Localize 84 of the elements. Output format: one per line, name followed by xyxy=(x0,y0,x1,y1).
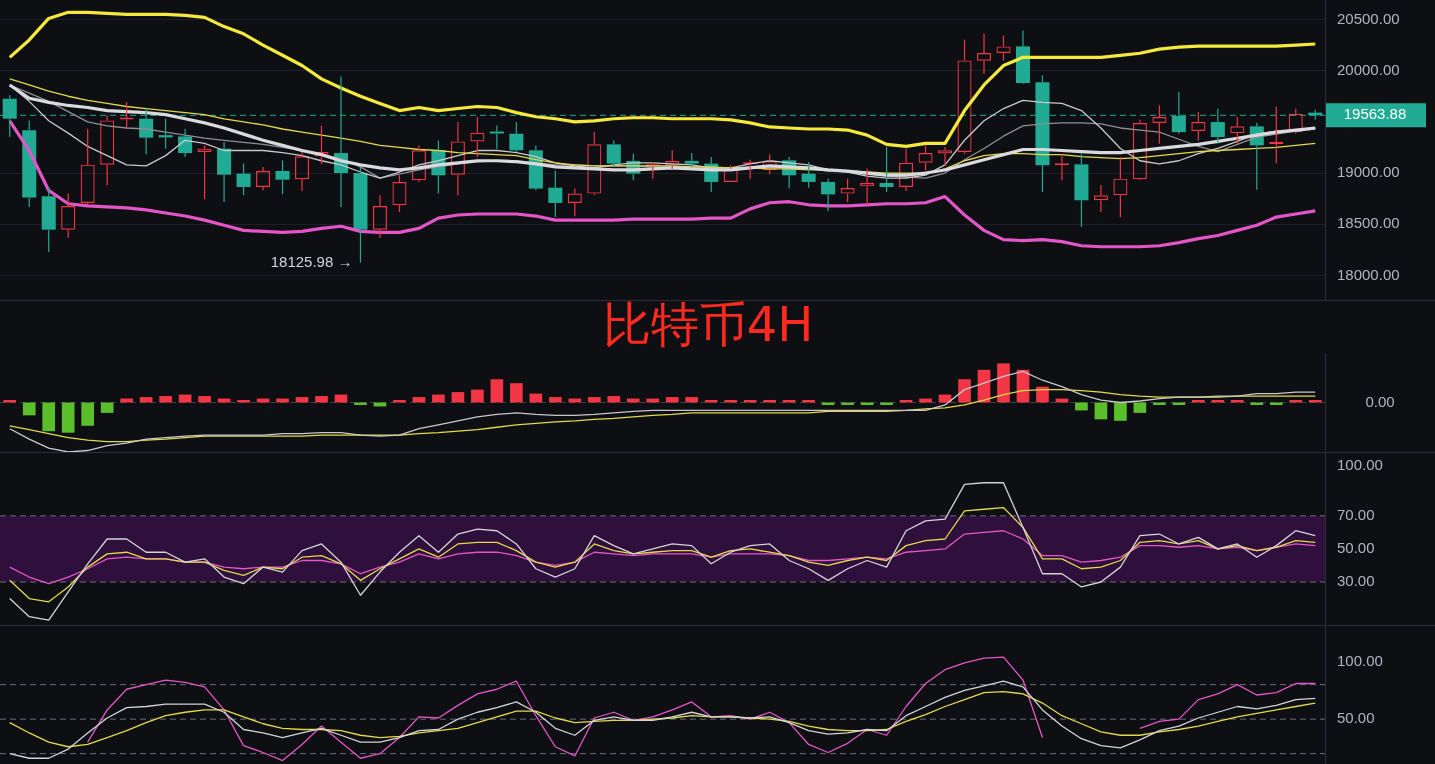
bar xyxy=(432,394,445,403)
candlestick xyxy=(217,141,232,203)
candlestick xyxy=(41,186,56,253)
bar xyxy=(704,400,718,403)
bar xyxy=(510,383,523,403)
bar xyxy=(607,396,621,403)
ref-line-label: 0.00 xyxy=(1365,392,1395,410)
bar xyxy=(626,398,640,403)
bar xyxy=(22,402,36,416)
bar xyxy=(899,400,913,403)
bar xyxy=(276,398,289,403)
bar xyxy=(568,398,582,403)
y-tick-label: 30.00 xyxy=(1337,572,1375,590)
bar xyxy=(256,398,270,403)
candlestick xyxy=(353,166,368,264)
bar xyxy=(1114,402,1127,421)
bar xyxy=(100,402,114,413)
bar xyxy=(665,397,679,403)
bar xyxy=(724,400,738,403)
bar xyxy=(451,392,465,403)
y-tick-label: 70.00 xyxy=(1337,505,1375,523)
bar xyxy=(471,389,484,403)
bar xyxy=(1308,400,1322,403)
bar xyxy=(1133,402,1147,413)
bar xyxy=(549,397,562,403)
y-tick-label: 50.00 xyxy=(1337,709,1375,727)
bar xyxy=(217,398,231,403)
bar xyxy=(178,394,192,403)
bar xyxy=(1036,386,1049,403)
bar xyxy=(139,397,153,403)
candlestick xyxy=(22,119,37,208)
bar xyxy=(237,400,250,403)
y-tick-label: 18500.00 xyxy=(1337,214,1400,232)
bar xyxy=(782,400,796,403)
bar xyxy=(393,400,406,403)
bar xyxy=(802,400,815,403)
bar xyxy=(1289,400,1303,403)
candlestick xyxy=(275,159,290,195)
y-tick-label: 50.00 xyxy=(1337,539,1375,557)
bar xyxy=(646,398,660,403)
bar xyxy=(81,402,95,426)
bar xyxy=(763,400,776,403)
candlestick xyxy=(1015,29,1030,84)
candlestick xyxy=(821,178,836,212)
bar xyxy=(159,396,172,403)
bar xyxy=(1055,398,1069,403)
bar xyxy=(1230,400,1244,403)
bar xyxy=(42,402,56,432)
bar xyxy=(198,396,211,403)
candlestick xyxy=(489,124,504,150)
bar xyxy=(295,397,309,403)
bar xyxy=(490,379,504,403)
y-tick-label: 20500.00 xyxy=(1337,9,1400,27)
bar xyxy=(529,393,543,403)
y-tick-label: 18000.00 xyxy=(1337,265,1400,283)
bar xyxy=(1211,400,1225,403)
candlestick xyxy=(178,128,193,158)
ref-line-label: 19563.88 xyxy=(1343,105,1407,123)
bar xyxy=(997,363,1010,403)
bar xyxy=(1192,400,1205,403)
candlestick xyxy=(879,146,894,193)
bar xyxy=(1075,402,1088,411)
bar xyxy=(334,394,348,403)
candlestick xyxy=(1074,153,1089,228)
candlestick xyxy=(548,169,563,218)
bar xyxy=(685,397,699,403)
bar xyxy=(587,397,601,403)
bar xyxy=(1094,402,1108,420)
y-tick-label: 20000.00 xyxy=(1337,60,1400,78)
y-tick-label: 19000.00 xyxy=(1337,163,1400,181)
candlestick xyxy=(236,163,251,196)
chart-title: 比特币4H xyxy=(602,296,814,353)
bar xyxy=(743,400,757,403)
bar xyxy=(958,379,971,403)
y-tick-label: 100.00 xyxy=(1337,651,1383,669)
bar xyxy=(412,397,426,403)
y-tick-label: 100.00 xyxy=(1337,456,1383,474)
bar xyxy=(919,398,932,403)
bar xyxy=(120,398,133,403)
bar xyxy=(315,396,328,403)
bar xyxy=(938,394,952,403)
annotation: 18125.98 → xyxy=(270,252,353,270)
bar xyxy=(61,402,75,433)
bar xyxy=(3,400,17,403)
